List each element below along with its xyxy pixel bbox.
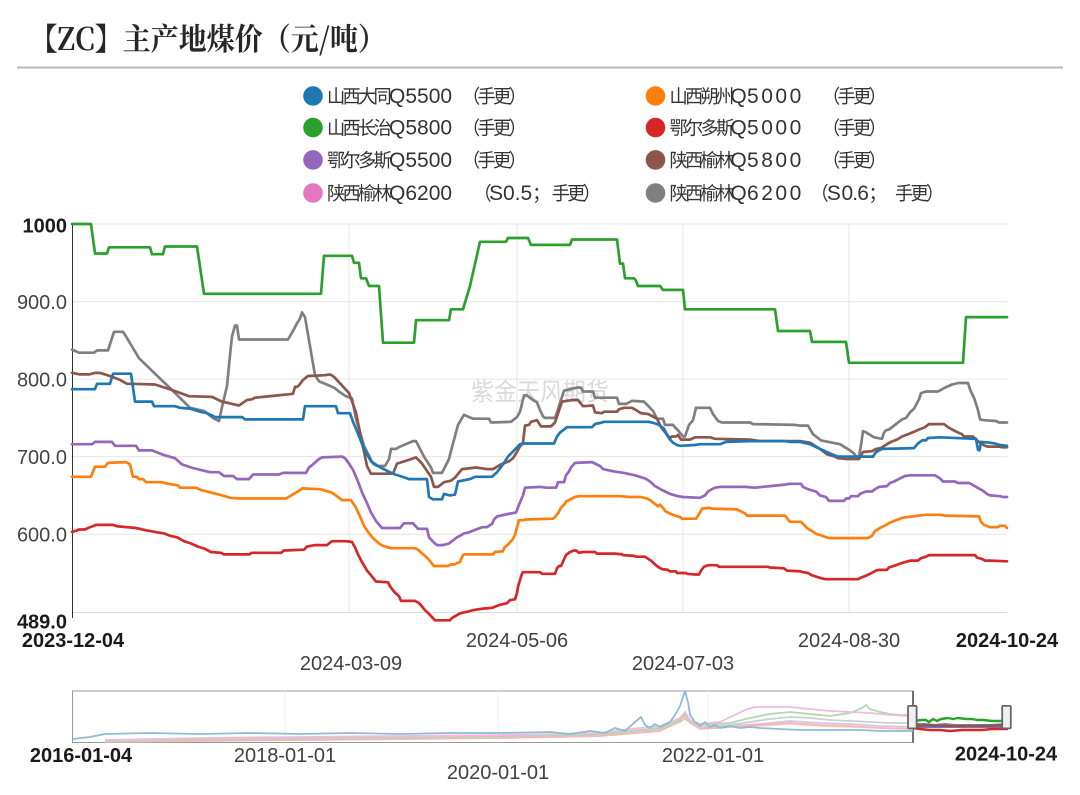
svg-text:800.0: 800.0 bbox=[17, 369, 67, 391]
svg-text:2016-01-04: 2016-01-04 bbox=[30, 745, 133, 767]
svg-text:Q6200: Q6200 bbox=[389, 182, 452, 205]
svg-text:Q5800: Q5800 bbox=[389, 117, 452, 140]
svg-text:Q5500: Q5500 bbox=[389, 149, 452, 172]
svg-text:2024-03-09: 2024-03-09 bbox=[300, 653, 402, 675]
svg-text:2020-01-01: 2020-01-01 bbox=[447, 762, 549, 784]
svg-text:489.0: 489.0 bbox=[17, 612, 67, 634]
svg-text:Q: Q bbox=[730, 182, 746, 205]
svg-text:0: 0 bbox=[790, 117, 802, 140]
svg-text:2024-08-30: 2024-08-30 bbox=[798, 630, 900, 652]
svg-text:0: 0 bbox=[775, 117, 787, 140]
svg-text:2024-05-06: 2024-05-06 bbox=[466, 630, 568, 652]
svg-text:Q: Q bbox=[730, 149, 746, 172]
svg-text:2: 2 bbox=[761, 182, 773, 205]
svg-text:5: 5 bbox=[747, 85, 759, 108]
svg-text:2024-07-03: 2024-07-03 bbox=[632, 653, 734, 675]
svg-text:700.0: 700.0 bbox=[17, 447, 67, 469]
svg-text:Q: Q bbox=[730, 85, 746, 108]
svg-text:1000: 1000 bbox=[23, 216, 68, 238]
svg-text:900.0: 900.0 bbox=[17, 292, 67, 314]
svg-text:0: 0 bbox=[761, 85, 773, 108]
svg-text:Q5500: Q5500 bbox=[389, 85, 452, 108]
svg-text:S: S bbox=[827, 182, 841, 205]
svg-text:600.0: 600.0 bbox=[17, 525, 67, 547]
svg-text:2024-10-24: 2024-10-24 bbox=[955, 744, 1058, 766]
svg-text:0: 0 bbox=[775, 149, 787, 172]
svg-text:0: 0 bbox=[775, 85, 787, 108]
svg-text:S0.5: S0.5 bbox=[489, 182, 532, 205]
svg-text:0: 0 bbox=[790, 85, 802, 108]
svg-text:6: 6 bbox=[857, 182, 869, 205]
svg-text:0: 0 bbox=[790, 182, 802, 205]
svg-text:5: 5 bbox=[747, 149, 759, 172]
svg-text:2022-01-01: 2022-01-01 bbox=[662, 745, 764, 767]
svg-text:0: 0 bbox=[842, 182, 854, 205]
svg-text:.: . bbox=[852, 182, 858, 205]
svg-text:Q: Q bbox=[730, 117, 746, 140]
svg-text:5: 5 bbox=[747, 117, 759, 140]
svg-text:0: 0 bbox=[790, 149, 802, 172]
svg-text:2018-01-01: 2018-01-01 bbox=[234, 745, 336, 767]
svg-text:0: 0 bbox=[761, 117, 773, 140]
svg-text:2023-12-04: 2023-12-04 bbox=[22, 630, 125, 652]
svg-text:8: 8 bbox=[761, 149, 773, 172]
svg-text:6: 6 bbox=[747, 182, 759, 205]
svg-text:2024-10-24: 2024-10-24 bbox=[956, 630, 1059, 652]
svg-text:0: 0 bbox=[775, 182, 787, 205]
